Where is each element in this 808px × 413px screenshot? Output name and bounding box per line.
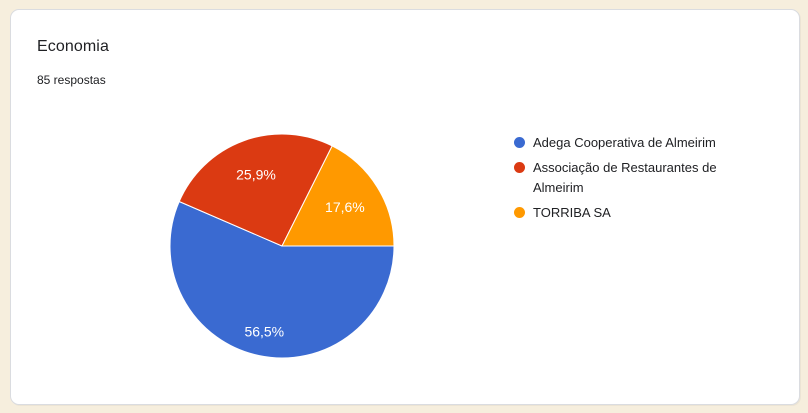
legend-label: TORRIBA SA [533,205,611,220]
question-title: Economia [37,38,109,55]
legend-dot-icon [514,207,525,218]
pie-chart: 56,5% 25,9% 17,6% [169,133,395,359]
slice-percent-label-1: 25,9% [236,166,276,182]
legend-item-2: TORRIBA SA [514,203,752,223]
legend-label: Associação de Restaurantes de Almeirim [533,160,717,195]
chart-legend: Adega Cooperativa de Almeirim Associação … [514,133,752,228]
pie-slice-2 [281,145,395,247]
legend-dot-icon [514,162,525,173]
legend-item-1: Associação de Restaurantes de Almeirim [514,158,752,198]
legend-dot-icon [514,137,525,148]
pie-slice-1 [178,133,333,247]
legend-label: Adega Cooperativa de Almeirim [533,135,716,150]
question-results-card: Economia 85 respostas 56,5% 25,9% 17,6% Ad… [10,9,800,405]
legend-item-0: Adega Cooperativa de Almeirim [514,133,752,153]
slice-percent-label-2: 17,6% [325,199,365,215]
response-count: 85 respostas [37,73,106,87]
pie-slice-0 [169,201,395,359]
slice-percent-label-0: 56,5% [244,324,284,340]
